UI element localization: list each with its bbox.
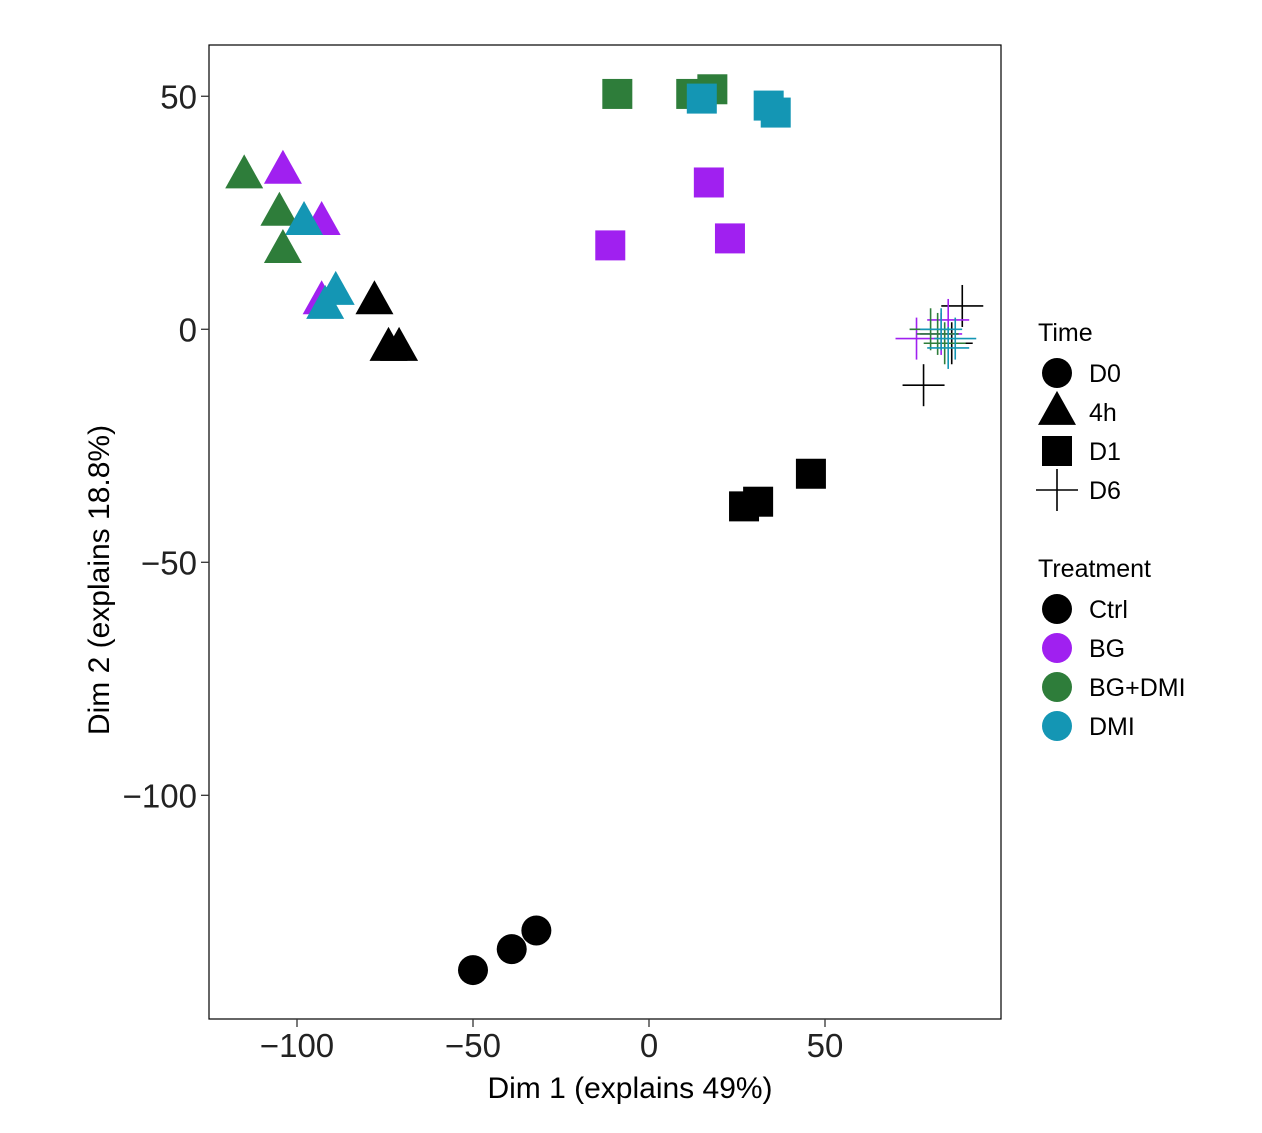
data-point-4h-dmi	[306, 284, 345, 319]
legend-label: DMI	[1089, 713, 1135, 741]
x-tick-label: −50	[445, 1027, 501, 1064]
legend-title: Treatment	[1038, 555, 1151, 583]
legend-label: BG+DMI	[1089, 674, 1186, 702]
data-point-d1-bg-dmi	[602, 78, 633, 109]
legend-key-d0	[1042, 358, 1072, 388]
legend-label: D1	[1089, 438, 1121, 466]
legend-label: Ctrl	[1089, 596, 1128, 624]
data-point-d1-dmi	[760, 97, 791, 128]
data-point-d0-ctrl	[521, 915, 552, 946]
data-point-d0-ctrl	[496, 934, 527, 965]
y-tick-label: −50	[141, 544, 197, 581]
data-point-d6-ctrl	[902, 364, 945, 407]
legend-time: Time D0 4h D1 D6	[1036, 319, 1121, 511]
data-point-d0-ctrl	[458, 955, 488, 986]
data-point-d1-bg	[595, 230, 626, 261]
data-point-4h-dmi	[285, 201, 324, 236]
data-point-4h-bg-dmi	[260, 191, 299, 226]
legend-key-ctrl	[1042, 594, 1072, 624]
data-point-4h-bg	[263, 149, 302, 184]
plot-area	[208, 44, 1002, 1020]
legend-key-4h	[1038, 390, 1076, 425]
legend-key-d1	[1042, 436, 1072, 466]
data-point-4h-ctrl	[355, 280, 394, 315]
data-point-4h-bg-dmi	[225, 154, 264, 189]
y-tick-label: 0	[179, 311, 197, 348]
data-point-d1-ctrl	[795, 458, 826, 489]
legend-label: BG	[1089, 635, 1125, 663]
y-tick-label: −100	[123, 777, 197, 814]
data-point-d1-ctrl	[729, 491, 760, 522]
data-point-d1-bg	[714, 223, 745, 254]
data-point-d6-dmi	[927, 326, 970, 369]
y-axis: 50 0 −50 −100	[123, 78, 209, 814]
data-point-d6-dmi	[920, 308, 963, 351]
legend-key-dmi	[1042, 711, 1072, 741]
x-axis: −100 −50 0 50	[260, 1019, 844, 1064]
data-point-4h-bg-dmi	[263, 228, 302, 263]
y-axis-title: Dim 2 (explains 18.8%)	[83, 425, 116, 735]
legend-title: Time	[1038, 319, 1093, 347]
legend-label: D6	[1089, 477, 1121, 505]
legend: Time D0 4h D1 D6 Treatment Ctrl BG BG+DMI DMI	[1036, 319, 1186, 741]
x-tick-label: −100	[260, 1027, 334, 1064]
legend-treatment: Treatment Ctrl BG BG+DMI DMI	[1038, 555, 1186, 741]
plot-panel-border	[208, 44, 1002, 1020]
legend-label: 4h	[1089, 399, 1117, 427]
data-points	[225, 74, 984, 986]
x-axis-title: Dim 1 (explains 49%)	[487, 1072, 772, 1105]
legend-key-d6	[1036, 469, 1078, 511]
data-point-d1-dmi	[686, 83, 717, 114]
legend-key-bg-dmi	[1042, 672, 1072, 702]
x-tick-label: 50	[807, 1027, 844, 1064]
x-tick-label: 0	[640, 1027, 658, 1064]
legend-key-bg	[1042, 633, 1072, 663]
y-tick-label: 50	[160, 78, 197, 115]
data-point-4h-ctrl	[380, 326, 419, 361]
data-point-d1-bg	[693, 167, 724, 198]
legend-label: D0	[1089, 360, 1121, 388]
